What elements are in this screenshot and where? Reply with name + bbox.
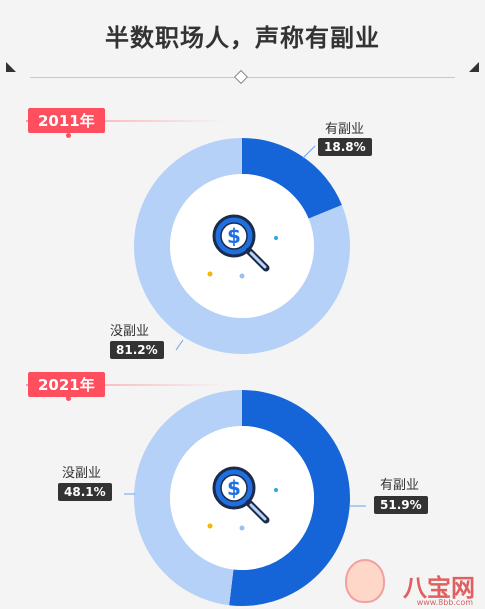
- corner-decoration-left: [6, 62, 16, 72]
- slice-value-has-2021: 51.9%: [374, 496, 428, 514]
- donut-slice-none: [133, 138, 350, 354]
- magnifier-dollar-icon: $: [212, 214, 270, 272]
- slice-label-none-2021: 没副业: [62, 466, 102, 481]
- mascot-icon: [345, 559, 385, 603]
- year-dot: [66, 396, 71, 401]
- year-underline: [26, 120, 226, 122]
- decor-dot: [239, 525, 245, 531]
- year-tag-2011: 2011年: [28, 108, 105, 133]
- watermark-url: www.8bb.com: [416, 598, 473, 607]
- corner-decoration-right: [469, 62, 479, 72]
- slice-value-none-2021: 48.1%: [58, 483, 112, 501]
- year-underline: [26, 384, 226, 386]
- slice-label-has-2011: 有副业: [325, 122, 365, 137]
- magnifier-dollar-icon: $: [212, 466, 270, 524]
- svg-text:$: $: [227, 224, 241, 248]
- donut-slice-none: [133, 390, 242, 606]
- decor-dot: [207, 523, 213, 529]
- slice-value-none-2011: 81.2%: [110, 341, 164, 359]
- year-tag-2021: 2021年: [28, 372, 105, 397]
- year-dot: [66, 133, 71, 138]
- donut-slice-has: [229, 390, 350, 606]
- slice-label-has-2021: 有副业: [380, 478, 420, 493]
- decor-dot: [274, 236, 278, 240]
- donut-slice-has: [242, 138, 342, 219]
- page-title: 半数职场人，声称有副业: [105, 24, 380, 52]
- decor-dot: [239, 273, 245, 279]
- decor-dot: [207, 271, 213, 277]
- svg-text:$: $: [227, 476, 241, 500]
- slice-value-has-2011: 18.8%: [318, 138, 372, 156]
- leader-line: [175, 339, 184, 351]
- slice-label-none-2011: 没副业: [110, 324, 150, 339]
- watermark-brand: 八宝网: [403, 574, 475, 602]
- decor-dot: [274, 488, 278, 492]
- leader-line: [302, 145, 316, 159]
